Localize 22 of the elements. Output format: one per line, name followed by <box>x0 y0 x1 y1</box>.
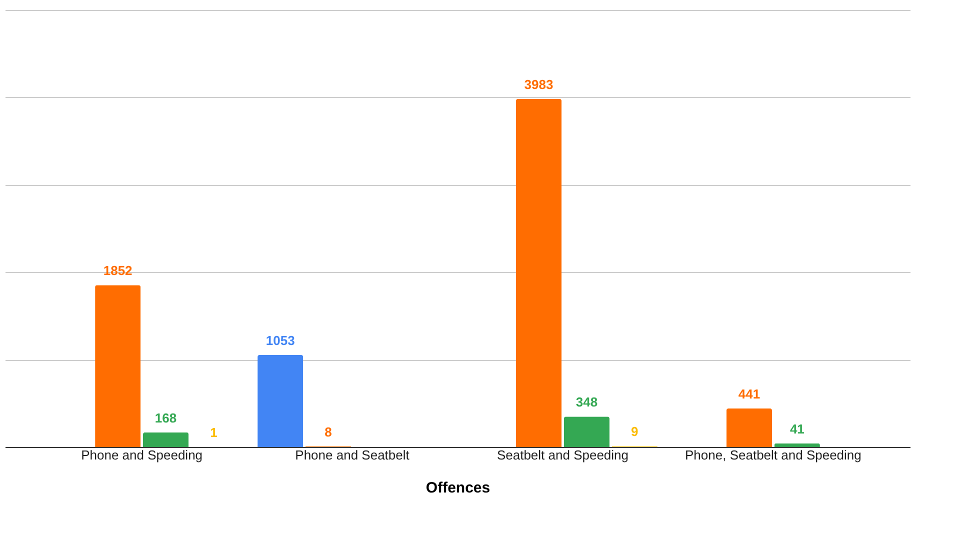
bar <box>516 98 562 447</box>
x-axis-title: Offences <box>426 480 490 496</box>
data-label: 1 <box>210 424 218 440</box>
bar <box>726 408 772 447</box>
x-tick-label: Seatbelt and Speeding <box>496 448 629 462</box>
x-tick-label: Phone and Seatbelt <box>295 448 410 462</box>
data-label: 1852 <box>103 263 132 278</box>
bar <box>564 416 610 447</box>
data-label: 168 <box>154 410 177 426</box>
data-label: 41 <box>790 421 804 436</box>
data-label: 441 <box>738 386 760 402</box>
x-tick-label: Phone and Speeding <box>81 448 203 462</box>
data-label: 8 <box>324 424 332 440</box>
bar <box>258 354 304 447</box>
data-label: 1053 <box>266 332 295 348</box>
bar <box>774 443 820 447</box>
data-label: 348 <box>576 394 598 410</box>
data-label: 3983 <box>524 76 554 92</box>
x-tick-label: Phone, Seatbelt and Speeding <box>685 448 862 462</box>
bar <box>95 285 141 447</box>
data-label: 9 <box>631 424 638 440</box>
bar <box>143 432 189 447</box>
